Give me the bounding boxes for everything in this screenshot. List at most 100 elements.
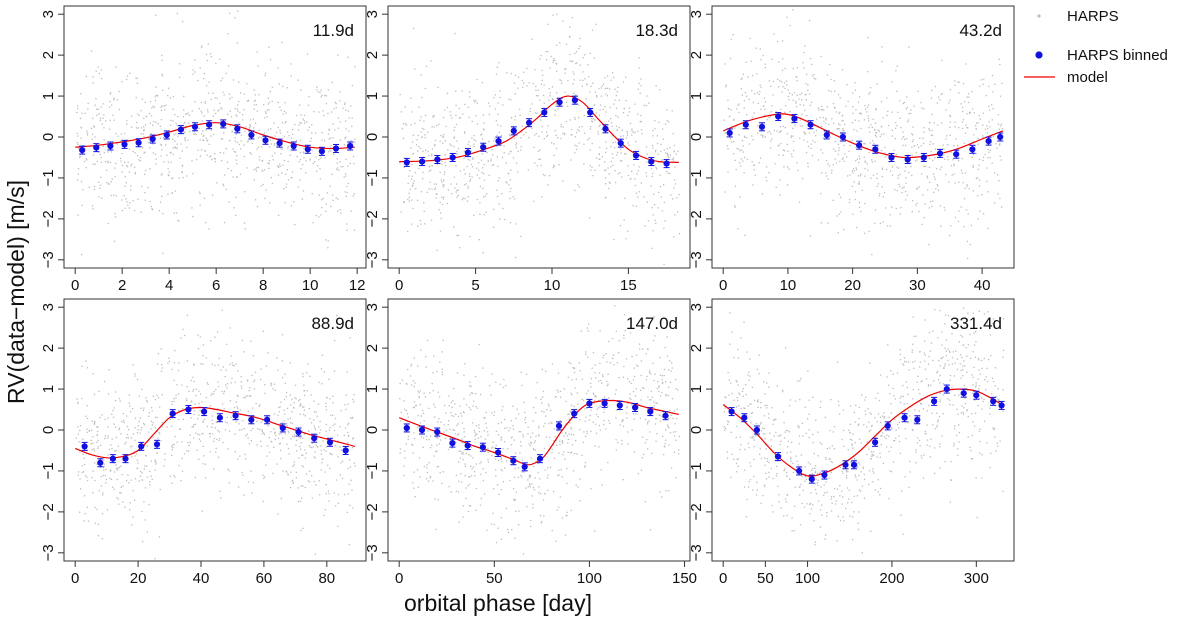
raw-point <box>444 140 446 142</box>
raw-point <box>283 160 285 162</box>
raw-point <box>254 94 256 96</box>
raw-point <box>478 427 480 429</box>
raw-point <box>143 468 145 470</box>
raw-point <box>513 476 516 478</box>
raw-point <box>87 520 90 522</box>
raw-point <box>462 505 464 507</box>
raw-point <box>464 198 466 200</box>
raw-point <box>937 189 940 191</box>
raw-point <box>673 144 676 147</box>
raw-point <box>149 200 151 203</box>
raw-point <box>876 185 878 188</box>
raw-point <box>939 168 941 170</box>
raw-point <box>215 421 217 423</box>
raw-point <box>999 63 1001 66</box>
raw-point <box>619 225 622 227</box>
raw-point <box>604 169 606 171</box>
raw-point <box>344 173 347 175</box>
raw-point <box>751 135 753 137</box>
raw-point <box>82 438 84 440</box>
raw-point <box>290 75 292 77</box>
raw-point <box>977 195 979 197</box>
raw-point <box>739 150 741 152</box>
raw-point <box>413 407 415 409</box>
raw-point <box>943 207 945 209</box>
raw-point <box>228 139 231 142</box>
raw-point <box>599 330 601 332</box>
raw-point <box>960 206 962 208</box>
raw-point <box>500 458 502 460</box>
raw-point <box>353 394 355 396</box>
raw-point <box>653 379 655 382</box>
raw-point <box>834 107 836 109</box>
raw-point <box>124 175 126 178</box>
raw-point <box>197 334 199 336</box>
raw-point <box>441 181 443 183</box>
raw-point <box>310 394 312 396</box>
raw-point <box>341 477 344 480</box>
raw-point <box>868 126 870 129</box>
raw-point <box>434 416 436 418</box>
raw-point <box>855 109 857 111</box>
raw-point <box>287 147 289 149</box>
raw-point <box>308 408 310 410</box>
raw-point <box>425 356 427 358</box>
raw-point <box>539 158 541 160</box>
raw-point <box>343 434 345 436</box>
raw-point <box>103 463 105 465</box>
raw-point <box>585 416 587 418</box>
raw-point <box>537 89 539 91</box>
raw-point <box>193 410 195 412</box>
raw-point <box>325 484 327 486</box>
raw-point <box>172 138 174 140</box>
raw-point <box>961 106 964 109</box>
raw-point <box>840 211 842 213</box>
raw-point <box>491 149 493 151</box>
raw-point <box>870 177 872 179</box>
raw-point <box>332 414 334 416</box>
raw-point <box>555 147 558 150</box>
raw-point <box>233 365 235 367</box>
raw-point <box>496 66 498 68</box>
raw-point <box>521 476 523 478</box>
y-tick-label: 1 <box>40 385 57 393</box>
raw-point <box>954 80 956 82</box>
raw-point <box>427 430 429 432</box>
raw-point <box>129 72 131 74</box>
raw-point <box>267 97 269 99</box>
raw-point <box>877 145 879 147</box>
raw-point <box>822 137 825 139</box>
raw-point <box>600 95 603 97</box>
raw-point <box>164 453 166 455</box>
raw-point <box>143 407 145 409</box>
raw-point <box>640 389 642 391</box>
raw-point <box>110 194 112 197</box>
raw-point <box>578 362 581 364</box>
raw-point <box>352 195 354 197</box>
raw-point <box>162 137 165 139</box>
raw-point <box>534 162 536 164</box>
raw-point <box>134 152 136 154</box>
raw-point <box>201 401 203 403</box>
raw-point <box>666 336 668 338</box>
raw-point <box>808 132 811 134</box>
raw-point <box>790 136 792 139</box>
raw-point <box>286 425 288 427</box>
raw-point <box>586 430 588 432</box>
raw-point <box>618 126 620 128</box>
raw-point <box>254 99 257 101</box>
raw-point <box>200 46 203 49</box>
raw-point <box>295 444 297 446</box>
raw-point <box>467 143 469 145</box>
raw-point <box>445 165 447 167</box>
raw-point <box>568 36 571 38</box>
raw-point <box>462 516 464 518</box>
raw-point <box>185 125 187 127</box>
raw-point <box>185 399 188 402</box>
raw-point <box>436 466 438 468</box>
raw-point <box>858 201 860 204</box>
raw-point <box>249 126 251 128</box>
raw-point <box>114 426 117 428</box>
raw-point <box>829 136 831 138</box>
